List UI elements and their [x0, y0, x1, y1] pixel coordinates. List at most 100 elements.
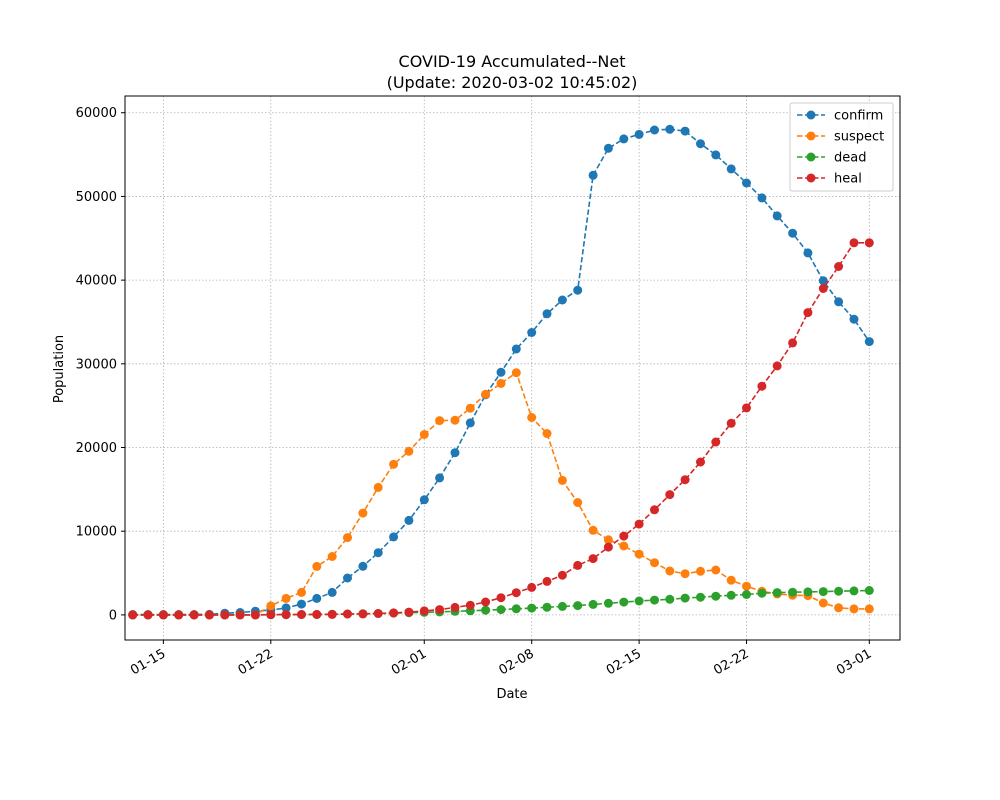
data-point-heal — [143, 610, 153, 620]
data-point-confirm — [849, 314, 859, 324]
chart-subtitle: (Update: 2020-03-02 10:45:02) — [387, 73, 638, 92]
data-point-dead — [803, 587, 813, 597]
data-point-heal — [250, 610, 260, 620]
y-tick-label: 20000 — [76, 441, 117, 456]
data-point-suspect — [680, 569, 690, 579]
data-point-heal — [174, 610, 184, 620]
data-point-heal — [419, 606, 429, 616]
x-axis-label: Date — [496, 687, 527, 702]
data-point-confirm — [742, 178, 751, 188]
data-point-confirm — [343, 573, 352, 583]
data-point-heal — [158, 610, 168, 620]
data-point-suspect — [312, 561, 322, 571]
data-point-confirm — [680, 126, 690, 136]
data-point-dead — [573, 601, 583, 611]
data-point-confirm — [650, 125, 659, 135]
data-point-heal — [772, 361, 782, 371]
data-point-suspect — [343, 533, 352, 543]
data-point-dead — [603, 598, 613, 608]
plot-frame — [124, 95, 901, 641]
data-point-dead — [818, 587, 828, 597]
data-point-suspect — [726, 575, 736, 585]
data-point-suspect — [818, 598, 828, 608]
data-point-dead — [726, 590, 736, 600]
data-point-suspect — [588, 525, 598, 535]
data-point-suspect — [603, 535, 613, 545]
data-point-confirm — [619, 134, 629, 144]
data-point-suspect — [358, 508, 368, 518]
data-point-heal — [220, 610, 230, 620]
data-point-dead — [619, 597, 629, 607]
legend-marker-suspect — [806, 131, 816, 141]
data-point-dead — [711, 591, 721, 601]
series-heal — [128, 238, 874, 620]
data-point-heal — [358, 609, 368, 619]
data-point-dead — [849, 586, 859, 596]
data-point-confirm — [327, 587, 337, 597]
legend-marker-confirm — [806, 110, 816, 120]
data-point-dead — [834, 586, 844, 596]
data-point-confirm — [419, 495, 429, 505]
data-point-dead — [527, 603, 537, 613]
data-point-dead — [511, 604, 521, 614]
data-point-heal — [757, 381, 767, 391]
data-point-dead — [772, 588, 782, 598]
data-point-dead — [665, 594, 675, 604]
data-point-dead — [496, 605, 506, 615]
data-point-confirm — [465, 418, 475, 428]
data-point-heal — [696, 457, 705, 467]
data-point-confirm — [803, 248, 813, 258]
series-layer — [128, 124, 874, 620]
data-point-heal — [680, 475, 690, 485]
data-point-confirm — [665, 124, 675, 134]
data-point-confirm — [788, 228, 798, 238]
data-point-confirm — [435, 473, 445, 483]
data-point-confirm — [588, 170, 598, 180]
data-point-heal — [742, 403, 751, 413]
data-point-suspect — [419, 430, 429, 439]
data-point-dead — [557, 601, 567, 611]
data-point-heal — [573, 560, 583, 570]
data-point-heal — [128, 610, 138, 620]
data-point-confirm — [603, 143, 613, 153]
data-point-suspect — [373, 482, 383, 492]
data-point-heal — [619, 531, 629, 541]
data-point-heal — [726, 418, 736, 428]
data-point-heal — [343, 609, 352, 619]
data-point-suspect — [450, 415, 460, 425]
legend-marker-dead — [806, 152, 816, 162]
data-point-heal — [281, 610, 291, 620]
data-point-confirm — [573, 285, 583, 295]
data-point-confirm — [312, 593, 322, 603]
legend: confirm suspect dead heal — [789, 102, 894, 192]
data-point-suspect — [634, 549, 644, 559]
data-point-suspect — [573, 498, 583, 507]
data-point-heal — [803, 308, 813, 318]
data-point-suspect — [696, 566, 705, 576]
data-point-heal — [450, 602, 460, 612]
data-point-confirm — [404, 515, 414, 525]
data-point-confirm — [527, 328, 537, 337]
data-point-heal — [603, 542, 613, 552]
data-point-suspect — [297, 587, 306, 597]
data-point-confirm — [373, 548, 383, 558]
data-point-heal — [481, 597, 491, 607]
data-point-confirm — [696, 139, 705, 149]
data-point-confirm — [864, 337, 874, 347]
data-point-confirm — [450, 448, 460, 458]
data-point-heal — [542, 576, 552, 586]
data-point-heal — [527, 582, 537, 592]
data-point-heal — [588, 554, 598, 564]
data-point-suspect — [849, 604, 859, 614]
data-point-confirm — [281, 603, 291, 613]
data-point-confirm — [757, 193, 767, 203]
legend-label-dead: dead — [834, 151, 866, 166]
data-point-heal — [711, 437, 721, 447]
y-tick-label: 40000 — [76, 274, 117, 289]
data-point-heal — [204, 610, 214, 620]
data-point-suspect — [665, 566, 675, 576]
data-point-heal — [266, 610, 276, 620]
y-tick-label: 60000 — [76, 106, 117, 121]
data-point-suspect — [266, 601, 276, 611]
